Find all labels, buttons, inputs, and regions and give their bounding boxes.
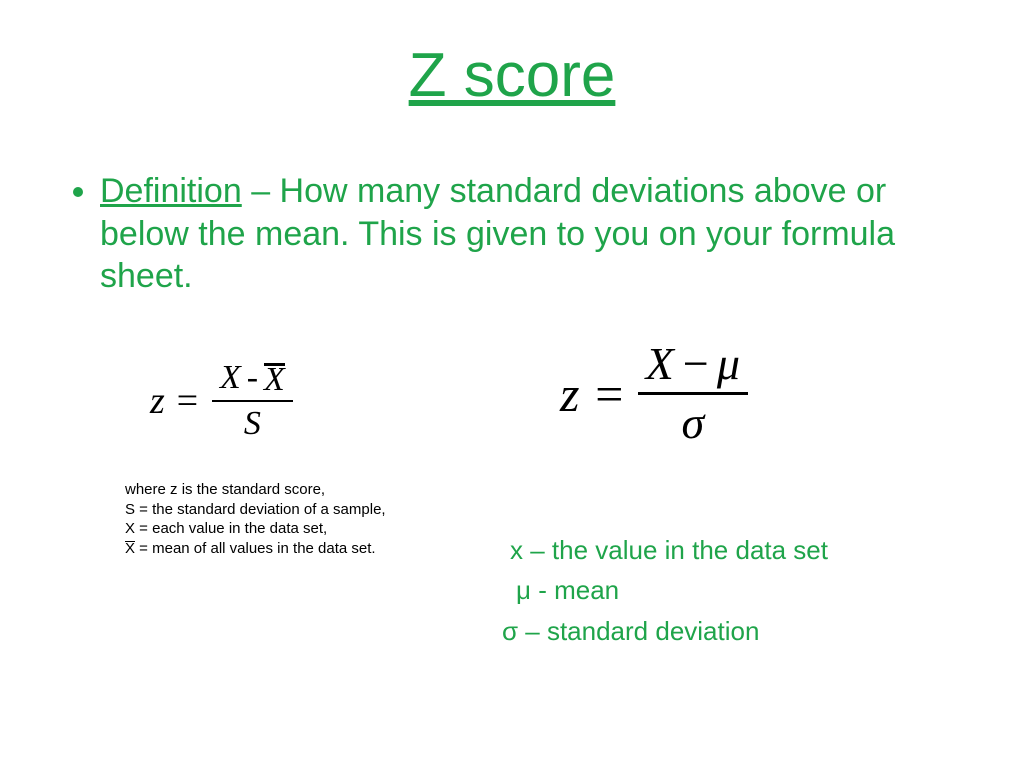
formula-sample-denominator: S [236, 406, 269, 442]
formula-sample-numerator: X - X [212, 360, 293, 396]
where-line-4: X = mean of all values in the data set. [125, 539, 386, 559]
formula-sample: z = X - X S [150, 360, 293, 441]
slide-title: Z score [0, 40, 1024, 111]
slide: Z score Definition – How many standard d… [0, 0, 1024, 768]
definition-label: Definition [100, 172, 242, 210]
definition-bullet: Definition – How many standard deviation… [60, 170, 960, 298]
sym-mu: μ [717, 340, 740, 388]
where-line-3: X = each value in the data set, [125, 519, 386, 539]
where-block: where z is the standard score, S = the s… [125, 480, 386, 558]
where-line-1: where z is the standard score, [125, 480, 386, 500]
sym-Xbar: X [264, 363, 285, 392]
legend-x: x – the value in the data set [510, 530, 828, 570]
legend-mu: μ - mean [516, 570, 828, 610]
formula-population-numerator: X − μ [638, 340, 748, 388]
formula-sample-lhs: z = [150, 379, 200, 423]
where-line-4-rest: = mean of all values in the data set. [135, 540, 376, 557]
formula-population-lhs: z = [560, 365, 626, 423]
where-xbar: X [125, 541, 135, 556]
sym-minus: - [247, 360, 258, 396]
sym-X: X [220, 360, 241, 396]
legend-sigma: σ – standard deviation [502, 611, 828, 651]
formula-population: z = X − μ σ [560, 340, 748, 448]
formula-population-denominator: σ [673, 399, 712, 447]
sym-minus2: − [680, 340, 711, 388]
where-line-2: S = the standard deviation of a sample, [125, 500, 386, 520]
sym-X2: X [646, 340, 674, 388]
legend-block: x – the value in the data set μ - mean σ… [510, 530, 828, 651]
sym-Xbar-x: X [264, 368, 285, 392]
